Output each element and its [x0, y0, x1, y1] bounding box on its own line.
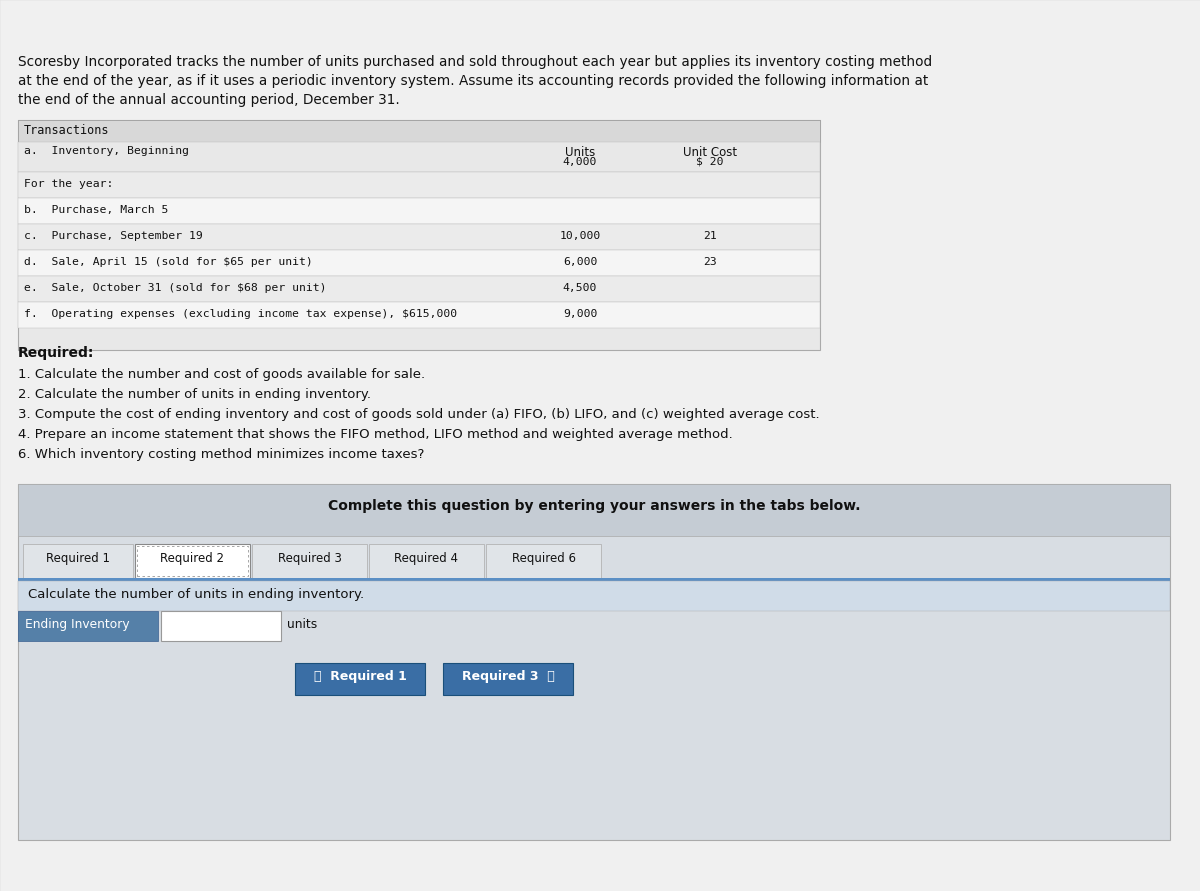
Text: For the year:: For the year: — [24, 179, 113, 189]
Text: 4,000: 4,000 — [563, 157, 598, 167]
Text: Required 3: Required 3 — [277, 552, 342, 565]
Text: 4. Prepare an income statement that shows the FIFO method, LIFO method and weigh: 4. Prepare an income statement that show… — [18, 428, 733, 441]
Text: 10,000: 10,000 — [559, 231, 601, 241]
Text: Required 4: Required 4 — [395, 552, 458, 565]
FancyBboxPatch shape — [18, 484, 1170, 840]
Text: Required 1: Required 1 — [46, 552, 110, 565]
Text: a.  Inventory, Beginning: a. Inventory, Beginning — [24, 146, 190, 156]
FancyBboxPatch shape — [18, 172, 820, 198]
FancyBboxPatch shape — [486, 544, 601, 578]
Text: Calculate the number of units in ending inventory.: Calculate the number of units in ending … — [28, 588, 364, 601]
Text: Scoresby Incorporated tracks the number of units purchased and sold throughout e: Scoresby Incorporated tracks the number … — [18, 55, 932, 69]
Text: 23: 23 — [703, 257, 716, 267]
Text: 21: 21 — [703, 231, 716, 241]
Text: d.  Sale, April 15 (sold for $65 per unit): d. Sale, April 15 (sold for $65 per unit… — [24, 257, 313, 267]
FancyBboxPatch shape — [18, 484, 1170, 536]
Text: Required 3  〉: Required 3 〉 — [462, 670, 554, 683]
FancyBboxPatch shape — [18, 142, 820, 172]
Text: Required 2: Required 2 — [161, 552, 224, 565]
Text: Required 6: Required 6 — [511, 552, 576, 565]
Text: Units: Units — [565, 146, 595, 159]
FancyBboxPatch shape — [134, 544, 250, 578]
FancyBboxPatch shape — [18, 120, 820, 142]
Text: e.  Sale, October 31 (sold for $68 per unit): e. Sale, October 31 (sold for $68 per un… — [24, 283, 326, 293]
Text: units: units — [287, 618, 317, 631]
Text: c.  Purchase, September 19: c. Purchase, September 19 — [24, 231, 203, 241]
FancyBboxPatch shape — [18, 198, 820, 224]
FancyBboxPatch shape — [252, 544, 367, 578]
Text: 1. Calculate the number and cost of goods available for sale.: 1. Calculate the number and cost of good… — [18, 368, 425, 381]
Text: 6,000: 6,000 — [563, 257, 598, 267]
Text: $ 20: $ 20 — [696, 157, 724, 167]
Text: 〈  Required 1: 〈 Required 1 — [313, 670, 407, 683]
Text: Required:: Required: — [18, 346, 95, 360]
Text: Unit Cost: Unit Cost — [683, 146, 737, 159]
FancyBboxPatch shape — [161, 611, 281, 641]
FancyBboxPatch shape — [443, 663, 574, 695]
FancyBboxPatch shape — [295, 663, 425, 695]
Text: b.  Purchase, March 5: b. Purchase, March 5 — [24, 205, 168, 215]
Text: 3. Compute the cost of ending inventory and cost of goods sold under (a) FIFO, (: 3. Compute the cost of ending inventory … — [18, 408, 820, 421]
FancyBboxPatch shape — [18, 611, 158, 641]
Text: the end of the annual accounting period, December 31.: the end of the annual accounting period,… — [18, 93, 400, 107]
FancyBboxPatch shape — [18, 578, 1170, 581]
FancyBboxPatch shape — [370, 544, 484, 578]
FancyBboxPatch shape — [18, 224, 820, 250]
FancyBboxPatch shape — [23, 544, 133, 578]
Text: Complete this question by entering your answers in the tabs below.: Complete this question by entering your … — [328, 499, 860, 513]
Text: 2. Calculate the number of units in ending inventory.: 2. Calculate the number of units in endi… — [18, 388, 371, 401]
Text: at the end of the year, as if it uses a periodic inventory system. Assume its ac: at the end of the year, as if it uses a … — [18, 74, 929, 88]
FancyBboxPatch shape — [18, 581, 1170, 611]
Text: Transactions: Transactions — [24, 124, 109, 137]
Text: 4,500: 4,500 — [563, 283, 598, 293]
FancyBboxPatch shape — [18, 120, 820, 350]
FancyBboxPatch shape — [18, 302, 820, 328]
FancyBboxPatch shape — [18, 250, 820, 276]
FancyBboxPatch shape — [18, 276, 820, 302]
Text: 9,000: 9,000 — [563, 309, 598, 319]
Text: Ending Inventory: Ending Inventory — [25, 618, 130, 631]
Text: f.  Operating expenses (excluding income tax expense), $615,000: f. Operating expenses (excluding income … — [24, 309, 457, 319]
Text: 6. Which inventory costing method minimizes income taxes?: 6. Which inventory costing method minimi… — [18, 448, 425, 461]
